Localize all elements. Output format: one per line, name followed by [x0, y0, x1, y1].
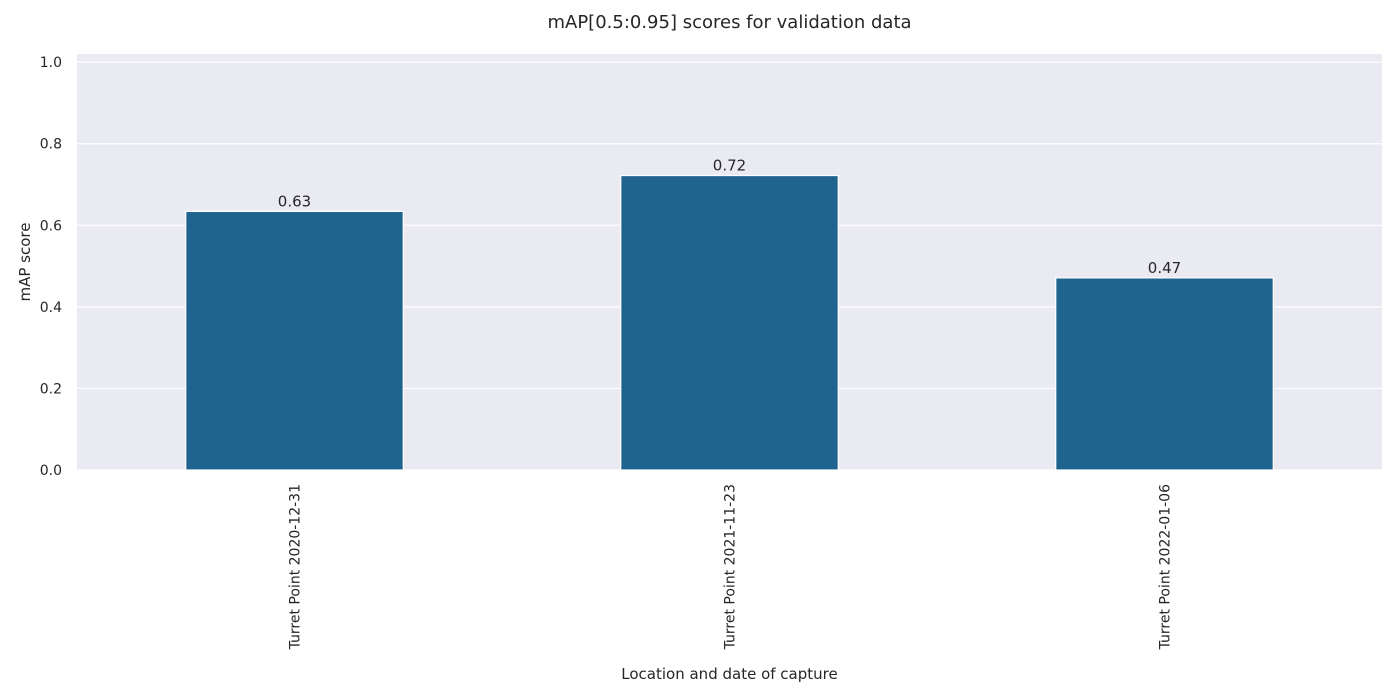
x-axis-ticks: Turret Point 2020-12-31 Turret Point 2021…	[288, 484, 1174, 650]
bar	[620, 174, 839, 471]
x-axis-label: Location and date of capture	[621, 665, 837, 683]
bar	[1055, 277, 1274, 471]
data-label: 0.47	[1148, 259, 1181, 277]
y-tick-label: 0.8	[40, 137, 62, 153]
y-tick-label: 0.2	[40, 381, 62, 397]
y-axis-label: mAP score	[16, 223, 34, 302]
y-tick-label: 0.6	[40, 218, 62, 234]
x-tick-label: Turret Point 2020-12-31	[288, 484, 304, 650]
chart-title: mAP[0.5:0.95] scores for validation data	[547, 12, 911, 33]
x-tick-label: Turret Point 2022-01-06	[1158, 484, 1174, 650]
bar	[185, 210, 404, 471]
y-axis-ticks: 0.0 0.2 0.4 0.6 0.8 1.0	[40, 55, 62, 479]
bar-labels: 0.63 0.72 0.47	[278, 157, 1181, 277]
bars	[185, 174, 1274, 471]
data-label: 0.63	[278, 192, 311, 210]
y-tick-label: 0.4	[40, 300, 62, 316]
y-tick-label: 0.0	[40, 463, 62, 479]
y-tick-label: 1.0	[40, 55, 62, 71]
data-label: 0.72	[713, 157, 746, 175]
x-tick-label: Turret Point 2021-11-23	[723, 484, 739, 650]
